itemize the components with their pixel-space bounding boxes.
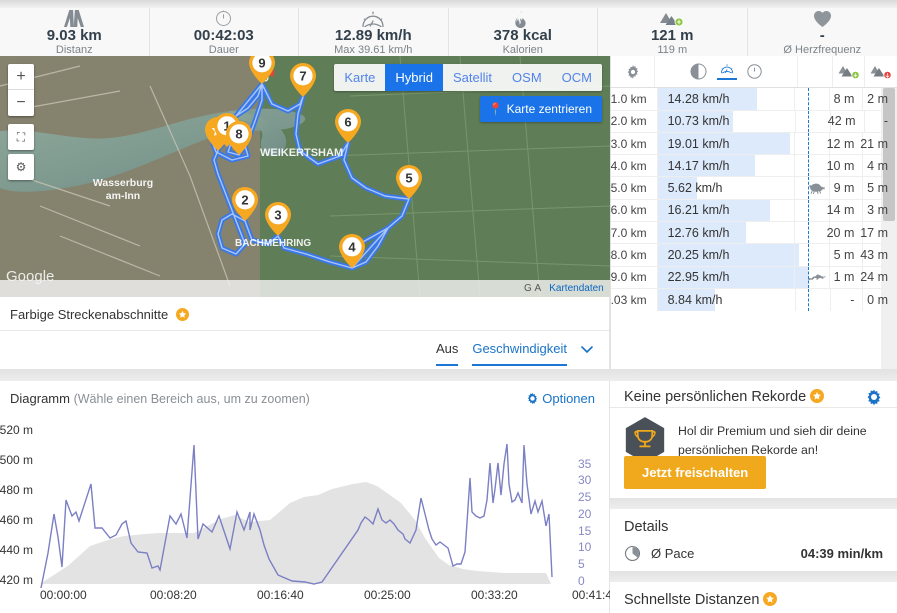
- svg-text:420 m: 420 m: [0, 573, 33, 587]
- svg-text:2: 2: [241, 193, 248, 208]
- svg-text:3: 3: [274, 208, 281, 223]
- svg-text:00:33:20: 00:33:20: [471, 588, 518, 602]
- svg-text:BACHMEHRING: BACHMEHRING: [235, 238, 311, 249]
- svg-text:9: 9: [258, 56, 265, 71]
- svg-text:00:41:40: 00:41:40: [572, 588, 610, 602]
- svg-text:25: 25: [578, 490, 592, 504]
- svg-text:5: 5: [578, 557, 585, 571]
- svg-text:4: 4: [348, 240, 356, 255]
- svg-text:WEIKERTSHAM: WEIKERTSHAM: [260, 147, 343, 159]
- svg-text:5: 5: [405, 171, 412, 186]
- svg-text:Wasserburg: Wasserburg: [93, 177, 153, 189]
- svg-text:500 m: 500 m: [0, 453, 33, 467]
- svg-text:8: 8: [235, 127, 242, 142]
- svg-text:480 m: 480 m: [0, 483, 33, 497]
- svg-text:00:08:20: 00:08:20: [150, 588, 197, 602]
- svg-text:35: 35: [578, 457, 592, 471]
- svg-text:20: 20: [578, 507, 592, 521]
- svg-text:15: 15: [578, 524, 592, 538]
- svg-text:6: 6: [344, 115, 351, 130]
- svg-text:30: 30: [578, 473, 592, 487]
- svg-text:520 m: 520 m: [0, 423, 33, 437]
- svg-text:am-Inn: am-Inn: [106, 190, 140, 202]
- svg-text:7: 7: [299, 69, 306, 84]
- svg-text:10: 10: [578, 540, 592, 554]
- svg-text:440 m: 440 m: [0, 543, 33, 557]
- svg-text:0: 0: [578, 574, 585, 588]
- svg-text:00:00:00: 00:00:00: [40, 588, 87, 602]
- svg-text:00:25:00: 00:25:00: [364, 588, 411, 602]
- svg-text:00:16:40: 00:16:40: [257, 588, 304, 602]
- svg-text:460 m: 460 m: [0, 513, 33, 527]
